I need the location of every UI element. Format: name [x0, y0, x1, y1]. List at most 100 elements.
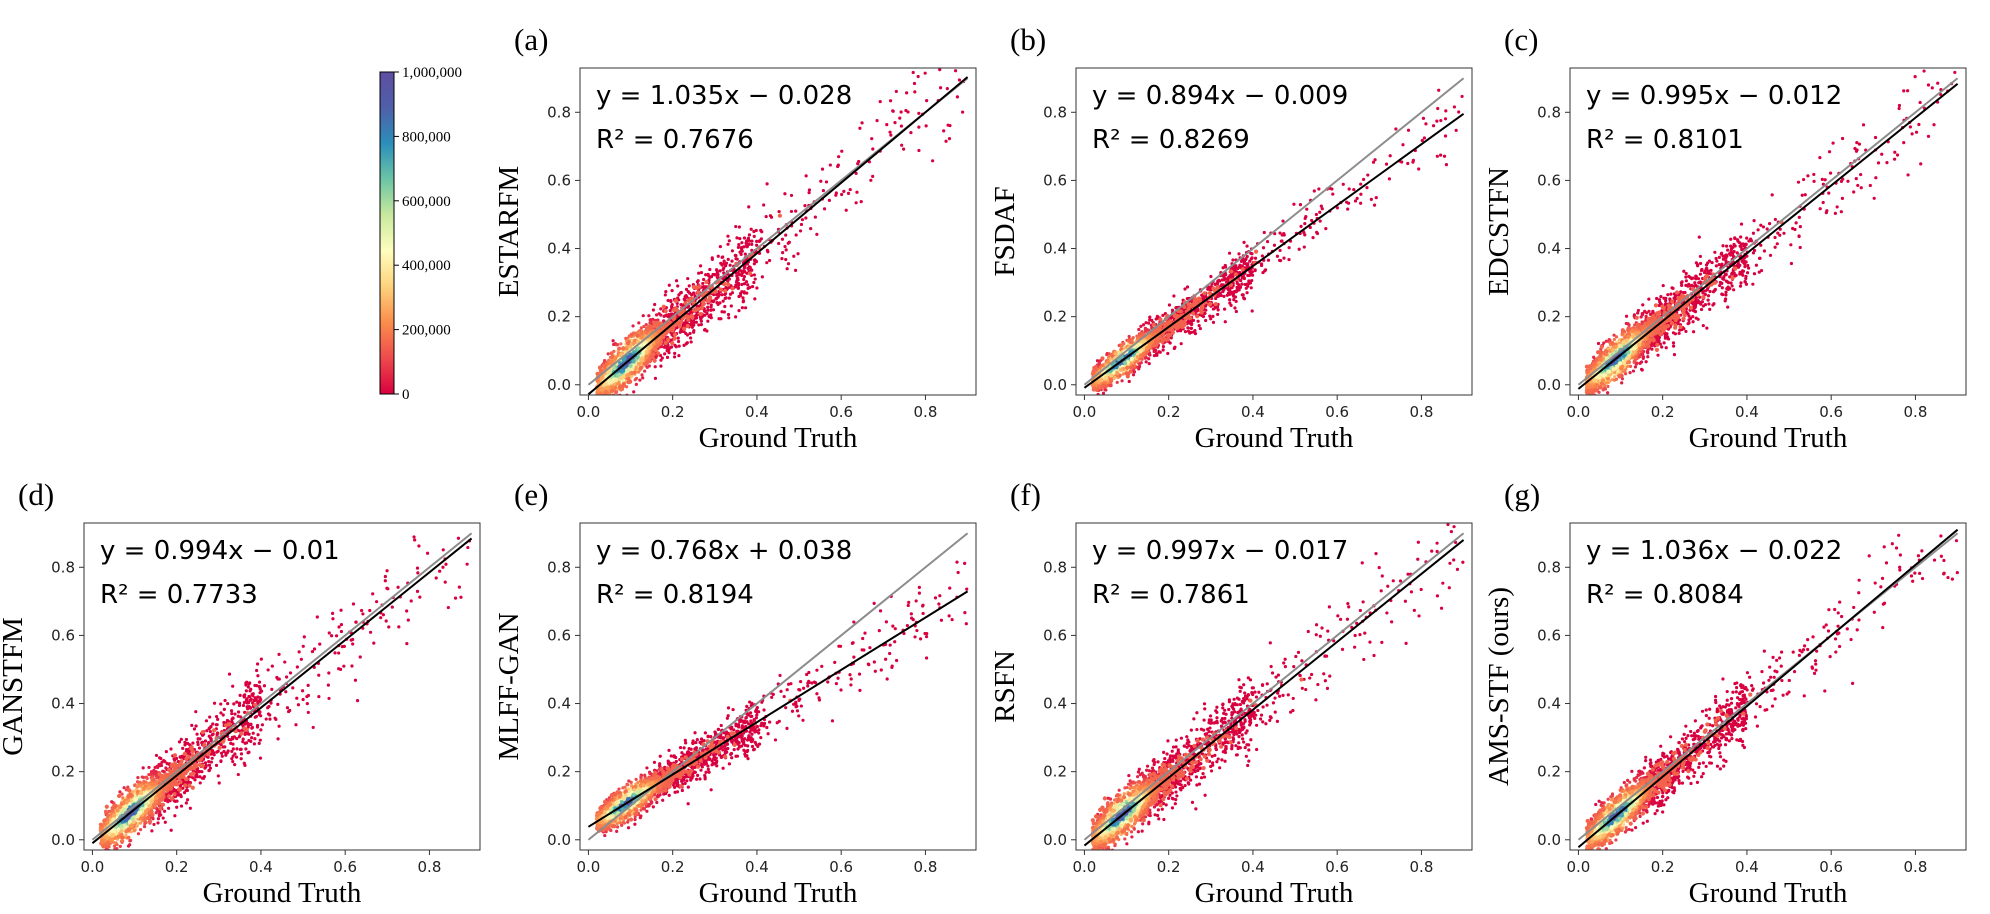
fit-line: [587, 590, 969, 828]
r-squared: R² = 0.7733: [100, 580, 258, 610]
identity-line: [1577, 77, 1959, 386]
x-tick-label: 0.6: [1325, 858, 1349, 876]
plot-frame: [1569, 522, 1967, 851]
colorbar-tick-label: 600,000: [402, 194, 451, 210]
x-tick-label: 0.0: [1566, 858, 1590, 876]
y-tick-label: 0.6: [1043, 171, 1067, 189]
plot-frame: [1569, 67, 1967, 396]
y-tick-label: 0.0: [51, 831, 75, 849]
panel-label: (g): [1504, 477, 1540, 512]
y-tick-label: 0.2: [547, 308, 571, 326]
x-axis-label: Ground Truth: [1195, 877, 1354, 909]
y-tick-label: 0.8: [547, 558, 571, 576]
plot-frame: [579, 67, 977, 396]
x-tick-label: 0.4: [1241, 858, 1265, 876]
x-tick-label: 0.6: [1819, 858, 1843, 876]
y-tick-label: 0.8: [547, 103, 571, 121]
plot-frame: [579, 522, 977, 851]
y-tick-label: 0.4: [547, 695, 571, 713]
x-tick-label: 0.4: [1241, 403, 1265, 421]
plot-frame: [83, 522, 481, 851]
x-tick-label: 0.8: [1410, 403, 1434, 421]
y-tick-label: 0.6: [547, 171, 571, 189]
x-tick-label: 0.0: [576, 858, 600, 876]
y-tick-label: 0.2: [1043, 308, 1067, 326]
fit-equation: y = 0.994x − 0.01: [100, 536, 340, 566]
y-tick-label: 0.8: [51, 558, 75, 576]
y-tick-label: 0.4: [1537, 695, 1561, 713]
y-axis-label: EDCSTFN: [1483, 167, 1515, 296]
y-tick-label: 0.2: [51, 763, 75, 781]
y-tick-label: 0.8: [1043, 103, 1067, 121]
y-tick-label: 0.2: [1043, 763, 1067, 781]
x-tick-label: 0.6: [829, 858, 853, 876]
x-axis-label: Ground Truth: [699, 422, 858, 454]
y-tick-label: 0.6: [1537, 626, 1561, 644]
y-axis-label: ESTARFM: [493, 166, 525, 297]
r-squared: R² = 0.8084: [1586, 580, 1744, 610]
x-tick-label: 0.8: [1904, 403, 1928, 421]
y-tick-label: 0.0: [547, 831, 571, 849]
density-points: [1090, 88, 1464, 395]
colorbar-tick-label: 200,000: [402, 323, 451, 339]
panel-label: (d): [18, 477, 54, 512]
y-tick-label: 0.2: [547, 763, 571, 781]
x-tick-label: 0.4: [249, 858, 273, 876]
x-tick-label: 0.8: [914, 858, 938, 876]
y-tick-label: 0.0: [1537, 831, 1561, 849]
x-tick-label: 0.4: [745, 858, 769, 876]
x-tick-label: 0.2: [661, 403, 685, 421]
fit-line: [587, 76, 969, 395]
x-axis-label: Ground Truth: [1689, 877, 1848, 909]
x-tick-label: 0.0: [576, 403, 600, 421]
y-tick-label: 0.8: [1043, 558, 1067, 576]
x-tick-label: 0.8: [418, 858, 442, 876]
r-squared: R² = 0.8101: [1586, 125, 1744, 155]
y-axis-label: FSDAF: [989, 186, 1021, 276]
y-tick-label: 0.4: [1043, 240, 1067, 258]
x-tick-label: 0.6: [1819, 403, 1843, 421]
r-squared: R² = 0.7676: [596, 125, 754, 155]
x-tick-label: 0.0: [1566, 403, 1590, 421]
x-axis-label: Ground Truth: [1689, 422, 1848, 454]
fit-line: [91, 537, 473, 844]
plot-frame: [1075, 67, 1473, 396]
fit-equation: y = 0.995x − 0.012: [1586, 81, 1842, 111]
y-axis-label: RSFN: [989, 650, 1021, 723]
x-tick-label: 0.2: [1651, 403, 1675, 421]
scatter-panel: 0.0 0.0 0.2 0.2 0.4 0.4 0.6 0.6 0.8 0.8 y = 0.768x…: [493, 477, 977, 909]
x-tick-label: 0.8: [914, 403, 938, 421]
scatter-panel: 0.0 0.0 0.2 0.2 0.4 0.4 0.6 0.6 0.8 0.8 y = 1.035x…: [493, 22, 977, 454]
identity-line: [1083, 532, 1465, 841]
fit-equation: y = 0.768x + 0.038: [596, 536, 852, 566]
panel-label: (b): [1010, 22, 1046, 57]
y-tick-label: 0.0: [1043, 376, 1067, 394]
panel-label: (c): [1504, 22, 1538, 57]
x-tick-label: 0.2: [1651, 858, 1675, 876]
identity-line: [91, 532, 473, 841]
fit-line: [1577, 83, 1959, 390]
fit-equation: y = 0.997x − 0.017: [1092, 536, 1348, 566]
panel-grid: 0.0 0.0 0.2 0.2 0.4 0.4 0.6 0.6 0.8 0.8 y = 1.035x…: [0, 22, 1967, 909]
y-tick-label: 0.8: [1537, 558, 1561, 576]
x-tick-label: 0.2: [165, 858, 189, 876]
colorbar: 0 200,000 400,000 600,000 800,000 1,000,000: [379, 65, 462, 403]
x-tick-label: 0.2: [661, 858, 685, 876]
fit-equation: y = 1.036x − 0.022: [1586, 536, 1842, 566]
colorbar-gradient: [379, 71, 395, 395]
y-tick-label: 0.2: [1537, 763, 1561, 781]
density-points: [1584, 69, 1957, 395]
panel-label: (e): [514, 477, 548, 512]
y-tick-label: 0.8: [1537, 103, 1561, 121]
fit-line: [1083, 539, 1465, 847]
x-tick-label: 0.4: [1735, 403, 1759, 421]
x-axis-label: Ground Truth: [699, 877, 858, 909]
y-axis-label: AMS-STF (ours): [1483, 587, 1515, 786]
x-tick-label: 0.6: [1325, 403, 1349, 421]
y-tick-label: 0.6: [547, 626, 571, 644]
y-tick-label: 0.4: [1537, 240, 1561, 258]
scatter-panel: 0.0 0.0 0.2 0.2 0.4 0.4 0.6 0.6 0.8 0.8 y = 0.997x…: [989, 477, 1473, 909]
x-tick-label: 0.0: [1072, 403, 1096, 421]
x-tick-label: 0.4: [1735, 858, 1759, 876]
